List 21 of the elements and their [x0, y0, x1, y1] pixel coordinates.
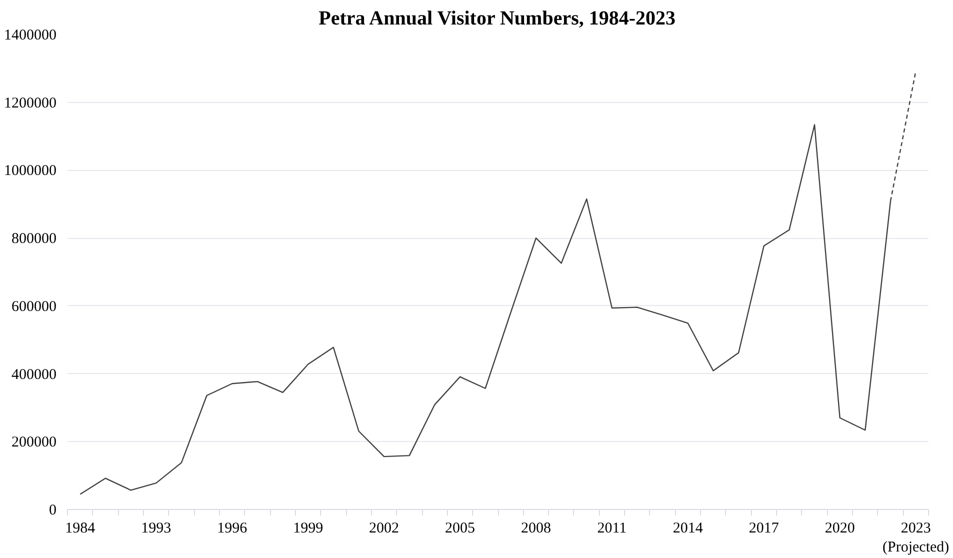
- chart-title: Petra Annual Visitor Numbers, 1984-2023: [318, 8, 676, 30]
- x-tick-label: 2020: [824, 520, 855, 536]
- y-tick-label: 1200000: [4, 95, 56, 112]
- x-tick-label: 1996: [217, 520, 248, 536]
- x-tick-label: 1993: [141, 520, 172, 536]
- x-tick-label: 2005: [445, 520, 476, 536]
- y-tick-label: 600000: [12, 298, 56, 315]
- x-tick-label: 1999: [293, 520, 324, 536]
- x-tick-label: 2011: [597, 520, 627, 536]
- y-tick-label: 800000: [12, 231, 56, 248]
- y-tick-label: 400000: [12, 366, 56, 383]
- x-tick-label: 2017: [748, 520, 780, 536]
- x-tick-label: 2002: [369, 520, 400, 536]
- x-tick-label: 1984: [65, 520, 96, 536]
- x-tick-label: 2008: [520, 520, 551, 536]
- y-tick-label: 200000: [12, 434, 56, 451]
- x-tick-label: 2023 (Projected): [882, 520, 950, 556]
- y-tick-label: 0: [49, 502, 56, 518]
- y-tick-label: 1400000: [4, 28, 56, 44]
- x-tick-label: 2014: [672, 520, 704, 536]
- y-tick-label: 1000000: [4, 163, 56, 180]
